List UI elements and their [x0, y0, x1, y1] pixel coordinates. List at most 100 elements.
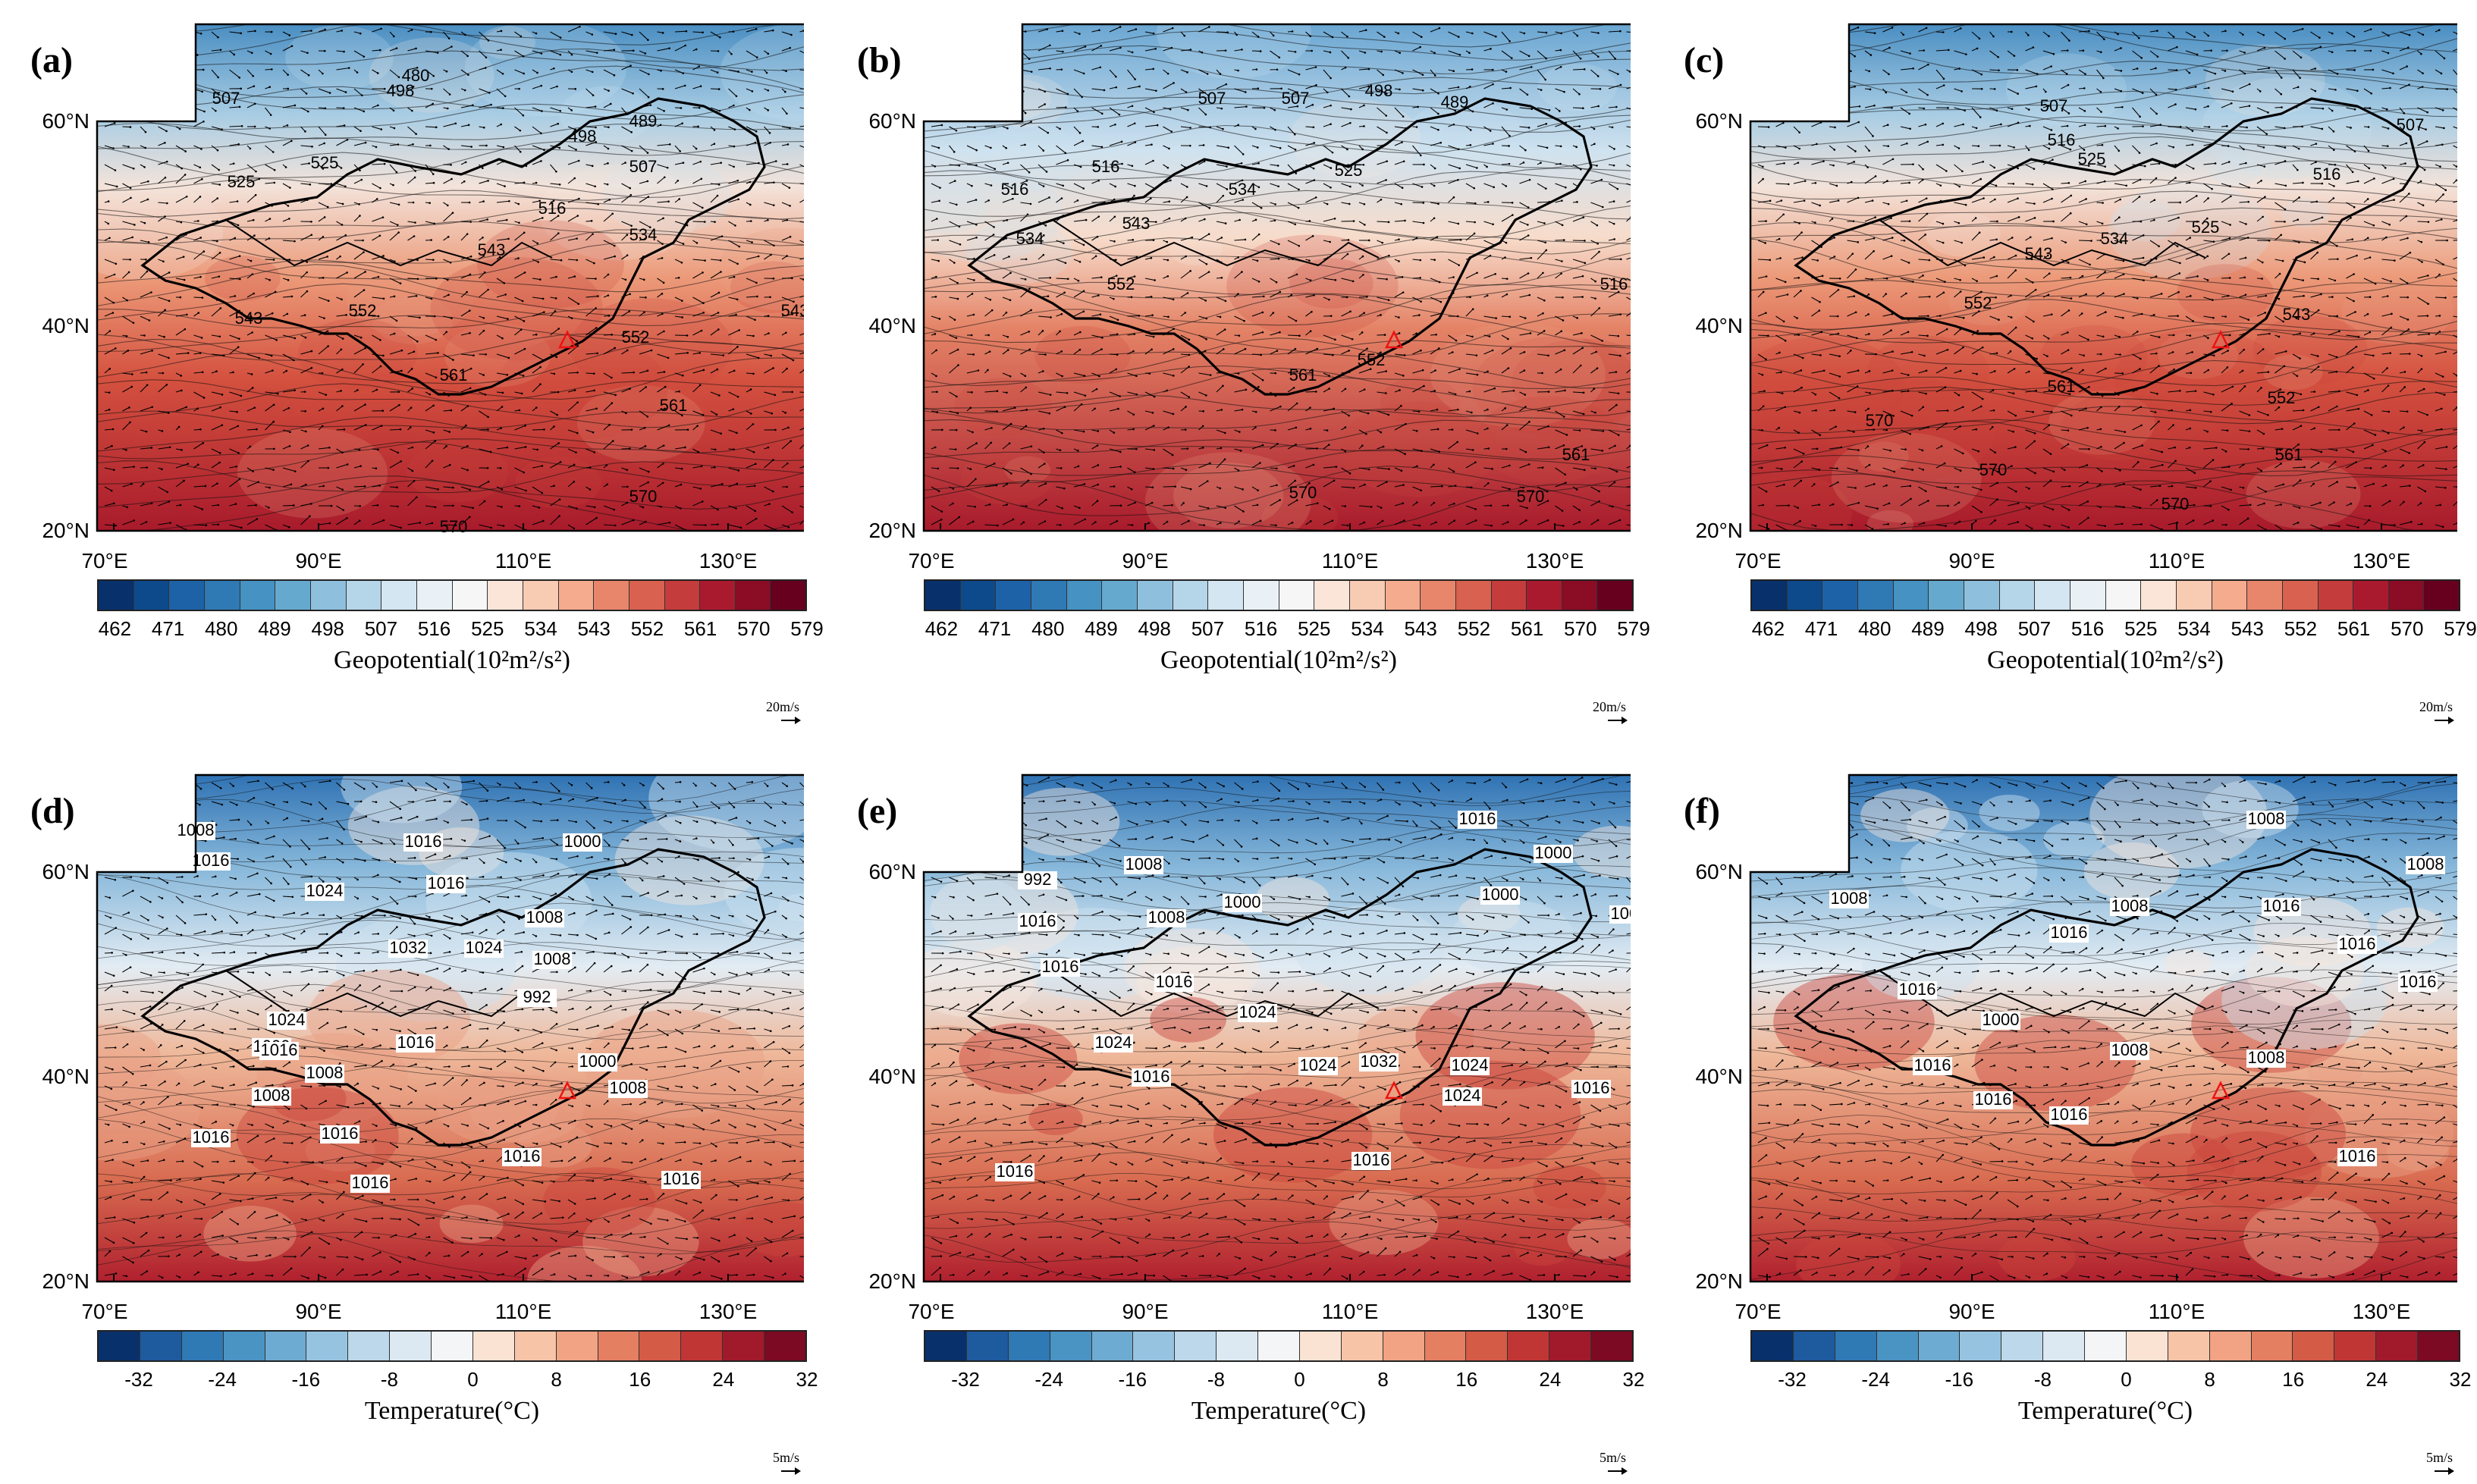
station-triangle-marker [2211, 330, 2231, 349]
colorbar-cell [1279, 581, 1315, 610]
colorbar-cell [2085, 1332, 2127, 1360]
colorbar-cell [664, 581, 701, 610]
longitude-label: 130°E [2352, 1300, 2411, 1323]
colorbar-cell [2424, 581, 2460, 610]
panel-label: (e) [857, 791, 898, 831]
colorbar-tick: 24 [2366, 1368, 2388, 1391]
colorbar-tick: 480 [205, 617, 238, 640]
colorbar-cell [1173, 581, 1209, 610]
colorbar-cell [390, 1332, 432, 1360]
contour-label: 1016 [2263, 896, 2300, 915]
wind-reference: 20m/s [1593, 699, 1628, 724]
colorbar-tick: 543 [2231, 617, 2264, 640]
latitude-label: 60°N [1695, 109, 1743, 133]
colorbar-cell [1175, 1332, 1217, 1360]
colorbar-tick: 579 [1617, 617, 1650, 640]
colorbar-tick: 8 [1377, 1368, 1389, 1391]
colorbar-cell [1752, 581, 1788, 610]
contour-label: 1008 [526, 908, 564, 927]
latitude-label: 20°N [868, 519, 916, 542]
longitude-label: 110°E [494, 549, 552, 573]
colorbar-cell [2318, 581, 2354, 610]
longitude-label: 70°E [908, 1300, 955, 1323]
contour-label: 534 [1229, 180, 1257, 199]
colorbar-tick: 561 [2337, 617, 2371, 640]
colorbar-tick: -16 [1118, 1368, 1147, 1391]
contour-label: 1016 [2339, 1147, 2376, 1166]
colorbar-title: Geopotential(10²m²/s²) [1987, 646, 2224, 674]
contour-label: 498 [387, 81, 415, 100]
colorbar-cell [1752, 1332, 1794, 1360]
colorbar-cell [99, 581, 134, 610]
colorbar-cell [488, 581, 523, 610]
contour-label: 1016 [504, 1147, 541, 1166]
contour-label: 1008 [2248, 809, 2285, 828]
longitude-label: 90°E [1948, 1300, 1995, 1323]
contour-label: 1008 [1831, 889, 1868, 908]
longitude-label: 90°E [1122, 549, 1169, 573]
wind-reference-arrow-icon [1608, 1467, 1628, 1475]
colorbar-tick: 462 [925, 617, 959, 640]
contour-label: 543 [478, 240, 506, 259]
colorbar-cell [169, 581, 205, 610]
colorbar-tick: 462 [98, 617, 132, 640]
contour-label: 561 [2048, 377, 2076, 396]
contour-label: 1024 [466, 938, 503, 957]
contour-label: 552 [1107, 275, 1135, 293]
contour-label: 1016 [397, 1033, 435, 1052]
latitude-label: 60°N [42, 860, 89, 883]
latitude-label: 20°N [1695, 1269, 1743, 1293]
colorbar-cell [2251, 1332, 2293, 1360]
colorbar-cell [598, 1332, 640, 1360]
longitude-label: 130°E [1525, 549, 1584, 573]
colorbar-tick: 561 [683, 617, 717, 640]
colorbar-tick: 489 [1911, 617, 1945, 640]
colorbar-cell [1508, 1332, 1550, 1360]
contour-label: 525 [228, 172, 256, 191]
wind-reference: 5m/s [1600, 1450, 1628, 1475]
colorbar-cell [700, 581, 736, 610]
colorbar-cell [1929, 581, 1964, 610]
colorbar-tick: 0 [467, 1368, 479, 1391]
colorbar-tick: 480 [1858, 617, 1891, 640]
latitude-label: 20°N [1695, 519, 1743, 542]
colorbar-cell [1091, 1332, 1134, 1360]
contour-label: 1008 [534, 949, 571, 968]
colorbar-cell [1421, 581, 1456, 610]
colorbar-cell [960, 581, 997, 610]
colorbar-cell [594, 581, 629, 610]
colorbar-cell [1217, 1332, 1258, 1360]
panel-label: (c) [1684, 40, 1725, 80]
contour-label: 516 [2313, 165, 2341, 184]
colorbar-tick: 552 [2284, 617, 2318, 640]
contour-label: 543 [2283, 305, 2311, 324]
wind-reference-label: 5m/s [2425, 1450, 2453, 1465]
colorbar-cell [925, 581, 961, 610]
colorbar-cell [629, 581, 665, 610]
colorbar-cell [1466, 1332, 1508, 1360]
colorbar-cell [140, 1332, 182, 1360]
contour-label: 1016 [2051, 1105, 2088, 1124]
colorbar-cell [2070, 581, 2106, 610]
colorbar-cell [1793, 1332, 1835, 1360]
colorbar-cell [1857, 581, 1894, 610]
contour-label: 1016 [1133, 1067, 1170, 1086]
contour-label: 1016 [428, 874, 465, 893]
contour-label: 570 [1517, 487, 1545, 506]
contour-label: 1024 [1095, 1033, 1132, 1052]
map-svg: 480 507 498 489 498 507 525 525 516 534 543 543 552 5… [96, 23, 804, 536]
colorbar-tick: 516 [1244, 617, 1278, 640]
colorbar-tick: 24 [1539, 1368, 1562, 1391]
contour-label: 534 [629, 225, 658, 244]
colorbar [97, 579, 807, 611]
colorbar-cell [514, 1332, 557, 1360]
colorbar-tick: 16 [1455, 1368, 1478, 1391]
colorbar-cell [1787, 581, 1823, 610]
contour-label: 1000 [1482, 885, 1519, 904]
panel-label: (a) [30, 40, 73, 80]
colorbar-cell [1349, 581, 1386, 610]
contour-label: 516 [1092, 157, 1120, 176]
colorbar [1750, 579, 2460, 611]
contour-label: 1008 [253, 1086, 290, 1105]
contour-label: 561 [660, 396, 688, 415]
